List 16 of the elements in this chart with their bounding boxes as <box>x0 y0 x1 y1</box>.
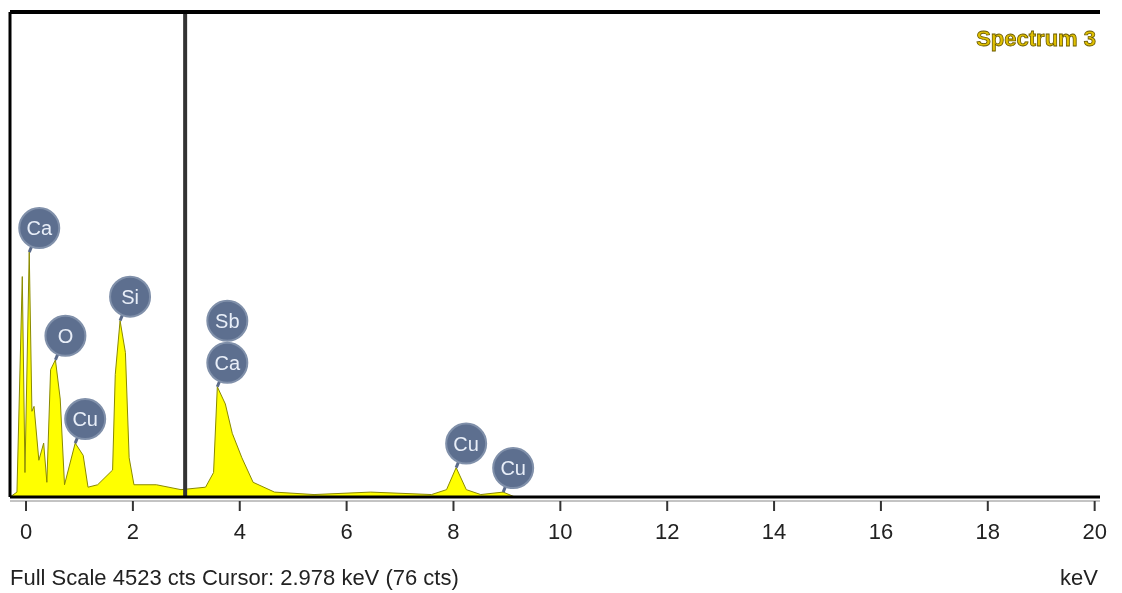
x-tick-label: 12 <box>654 519 680 544</box>
annotation: Ca <box>214 351 241 374</box>
annotation: Sb <box>215 309 240 332</box>
x-tick-label: 0 <box>19 519 33 544</box>
text: Full Scale 4523 cts Cursor: 2.978 keV (76 cts) <box>10 565 459 590</box>
x-tick-label: 4 <box>233 519 246 544</box>
x-tick-label: 18 <box>975 519 1001 544</box>
x-tick-label: 20 <box>1082 519 1107 544</box>
x-axis-title: keV <box>1060 565 1099 590</box>
x-tick-label: 14 <box>761 519 787 544</box>
x-tick-label: 8 <box>447 519 460 544</box>
x-tick-label: 16 <box>868 519 894 544</box>
x-tick-label: 2 <box>126 519 140 544</box>
x-tick-label: 6 <box>340 519 353 544</box>
chart-title: Spectrum 3 <box>976 26 1096 51</box>
x-tick-label: 10 <box>548 519 573 544</box>
